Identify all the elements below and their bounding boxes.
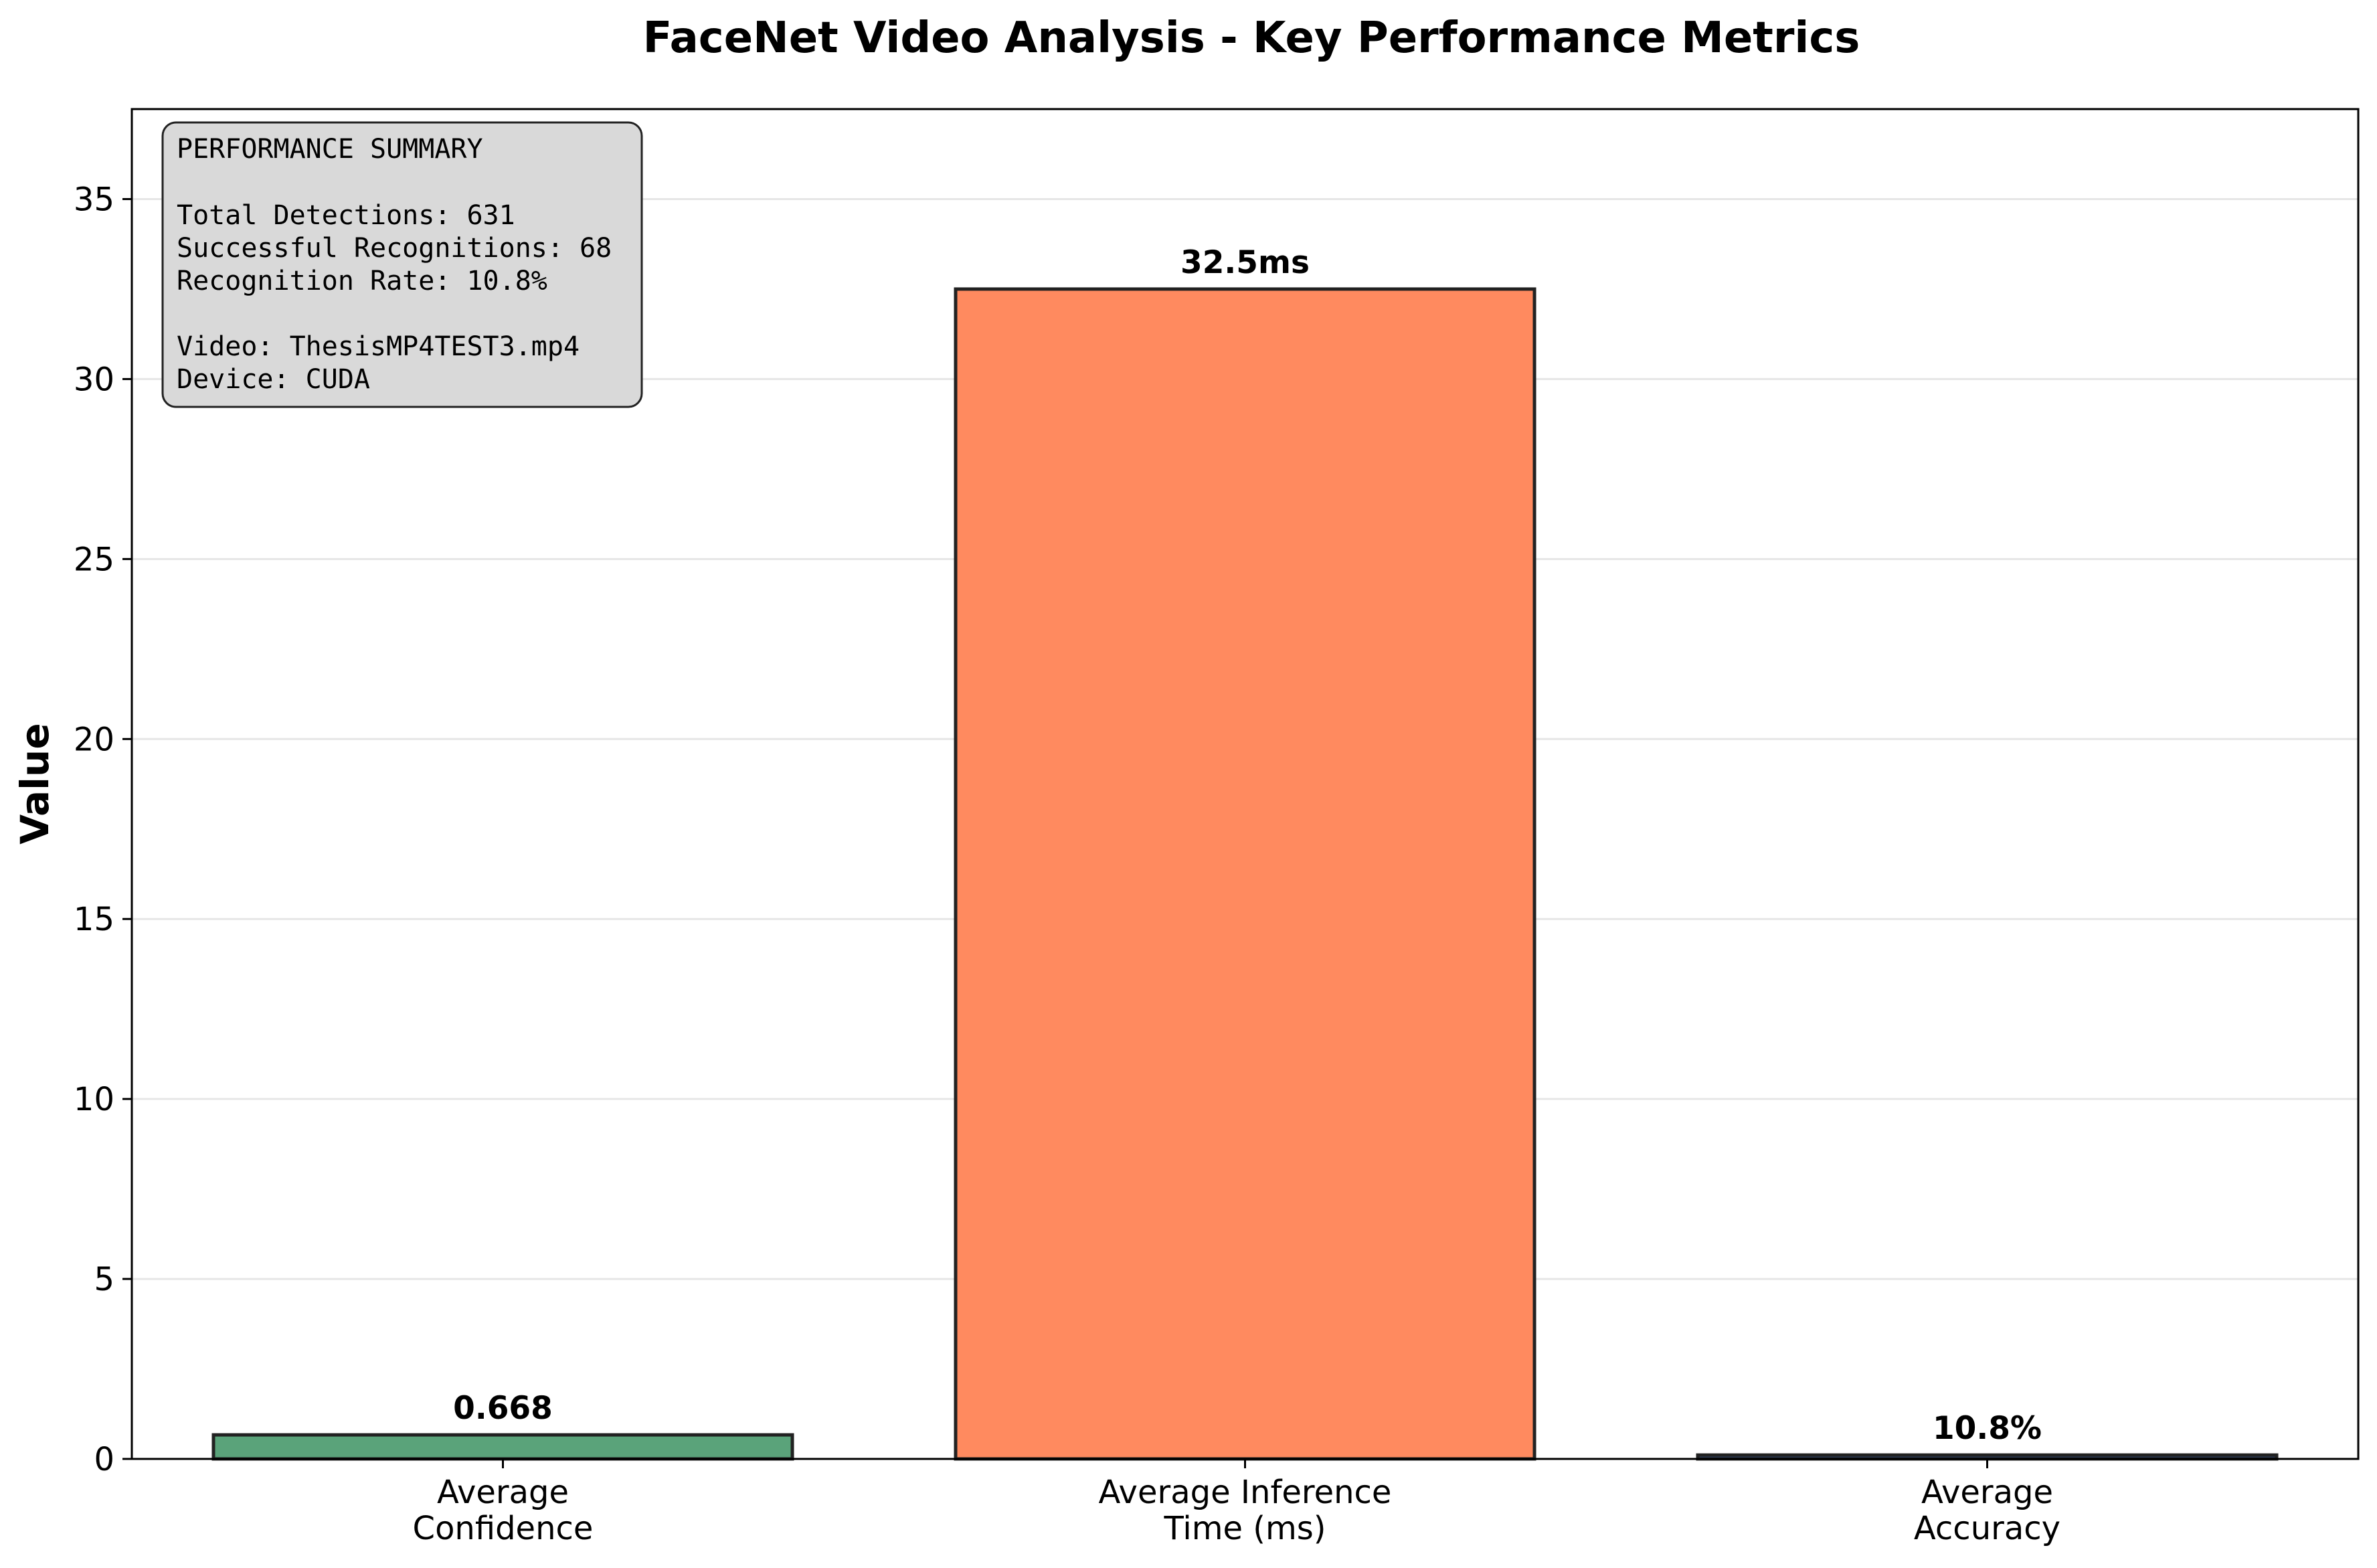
chart-title: FaceNet Video Analysis - Key Performance… [643, 13, 1860, 63]
bars [211, 287, 2279, 1461]
summary-line-total-detections: Total Detections: 631 [177, 200, 515, 231]
summary-line-successful-recognitions: Successful Recognitions: 68 [177, 233, 612, 264]
y-tick-label: 15 [74, 901, 114, 938]
x-tick-label: Average Accuracy [1914, 1474, 2060, 1547]
performance-summary-box: PERFORMANCE SUMMARY Total Detections: 63… [161, 121, 643, 408]
summary-heading: PERFORMANCE SUMMARY [177, 134, 483, 165]
y-axis-label: Value [12, 723, 58, 844]
summary-line-video: Video: ThesisMP4TEST3.mp4 [177, 331, 580, 362]
y-tick-label: 20 [74, 721, 114, 758]
bar [211, 1433, 794, 1461]
bar-value-label: 0.668 [453, 1390, 553, 1427]
x-tick-label-line: Confidence [413, 1510, 594, 1547]
x-tick-label-line: Average [437, 1474, 569, 1511]
y-axis: 0 5 10 15 20 25 30 35 [74, 181, 132, 1478]
x-tick-label-line: Average [1921, 1474, 2053, 1511]
y-tick-label: 5 [94, 1261, 114, 1298]
y-tick-label: 30 [74, 361, 114, 398]
y-tick-label: 0 [94, 1441, 114, 1478]
y-tick-label: 25 [74, 541, 114, 578]
bar-value-label: 10.8% [1933, 1410, 2042, 1447]
x-tick-label-line: Time (ms) [1164, 1510, 1326, 1547]
summary-box-background [161, 121, 643, 408]
value-labels: 0.668 32.5ms 10.8% [453, 244, 2042, 1447]
y-tick-label: 10 [74, 1081, 114, 1118]
bar-value-label: 32.5ms [1180, 244, 1310, 281]
x-tick-label-line: Average Inference [1099, 1474, 1392, 1511]
x-tick-label: Average Confidence [413, 1474, 594, 1547]
summary-line-device: Device: CUDA [177, 364, 370, 395]
summary-line-recognition-rate: Recognition Rate: 10.8% [177, 266, 547, 296]
x-tick-label-line: Accuracy [1914, 1510, 2060, 1547]
x-tick-label: Average Inference Time (ms) [1099, 1474, 1392, 1547]
y-tick-label: 35 [74, 181, 114, 218]
bar [954, 287, 1536, 1461]
